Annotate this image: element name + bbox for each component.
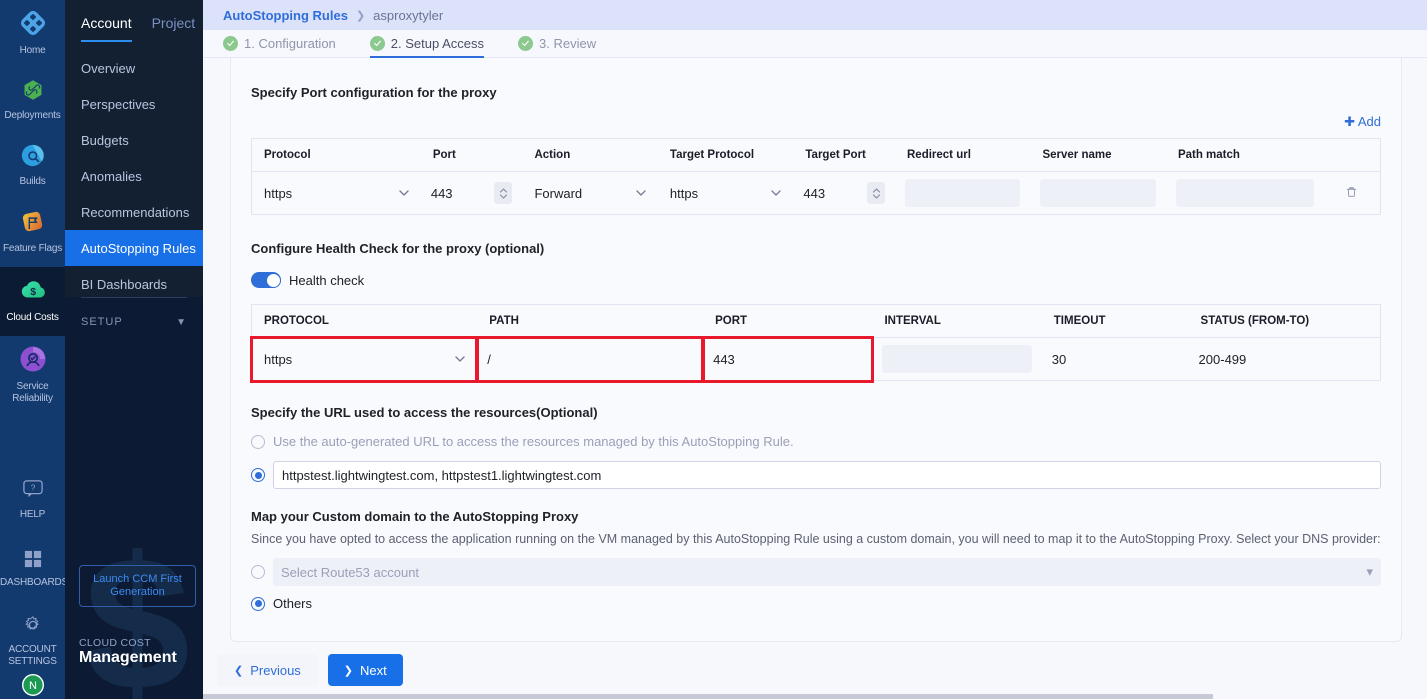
- svg-text:?: ?: [30, 483, 35, 492]
- svg-text:$: $: [84, 518, 190, 699]
- svg-text:N: N: [29, 680, 37, 692]
- svg-text:$: $: [30, 286, 36, 298]
